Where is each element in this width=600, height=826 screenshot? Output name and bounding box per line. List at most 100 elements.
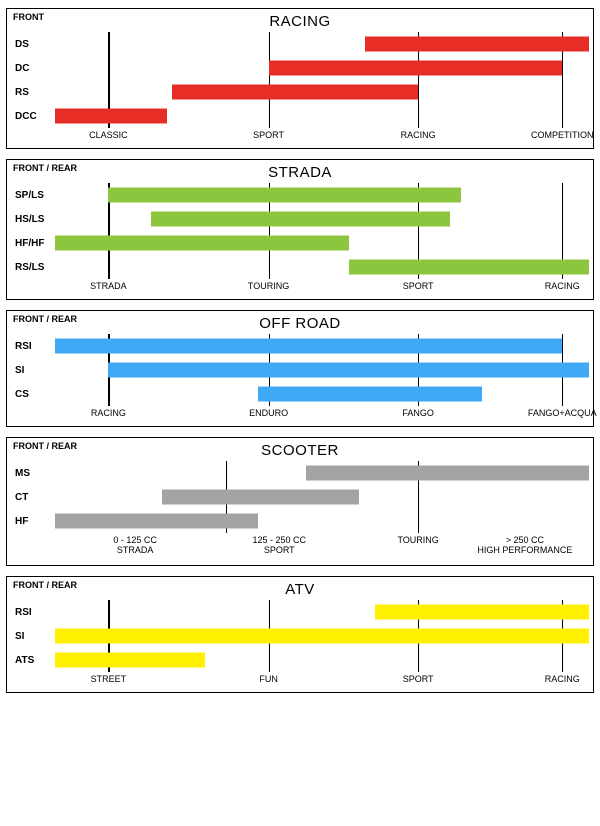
x-axis: 0 - 125 CCSTRADA125 - 250 CCSPORTTOURING… [11,535,589,561]
chart-body: MS CT HF [11,461,589,533]
row: RSI [11,334,589,358]
chart-body: DS DC RS DCC [11,32,589,128]
x-label-line1: COMPETITION [531,130,594,140]
x-axis-labels: CLASSICSPORTRACINGCOMPETITION [55,130,589,144]
corner-label: FRONT / REAR [13,441,77,451]
chart-body: RSISICS [11,334,589,406]
row-label: CT [11,492,55,503]
x-label-line1: TOURING [248,281,289,291]
row: DC [11,56,589,80]
row: HF/HF [11,231,589,255]
x-label-line1: RACING [401,130,436,140]
bar [55,514,258,529]
chart-body: SP/LS HS/LSHF/HF RS/LS [11,183,589,279]
row: SI [11,624,589,648]
x-label: RACING [545,674,580,684]
bar [151,212,450,227]
x-label: RACING [91,408,126,418]
x-label: 125 - 250 CCSPORT [253,535,307,555]
track [55,255,589,279]
bar [306,466,589,481]
x-axis-labels: STREET FUN SPORT RACING [55,674,589,688]
x-label: STREET [91,674,127,684]
x-label-line1: STRADA [90,281,127,291]
panel-title: RACING [11,13,589,30]
track [55,207,589,231]
row: DS [11,32,589,56]
bar [258,387,482,402]
row: HF [11,509,589,533]
chart-body: RSISI ATS [11,600,589,672]
track [55,485,589,509]
row-label: ATS [11,655,55,666]
x-axis-labels: STRADATOURINGSPORTRACING [55,281,589,295]
track [55,334,589,358]
x-axis: CLASSICSPORTRACINGCOMPETITION [11,130,589,144]
bar [108,363,589,378]
track [55,600,589,624]
bar [162,490,360,505]
x-label: TOURING [248,281,289,291]
bar [55,629,589,644]
track [55,648,589,672]
x-label: > 250 CCHIGH PERFORMANCE [477,535,572,555]
bar [55,653,205,668]
row-label: HF [11,516,55,527]
x-label: FANGO [402,408,434,418]
row-label: DC [11,63,55,74]
x-label: TOURING [397,535,438,545]
panel-racing: FRONTRACINGDSDCRSDCCCLASSICSPORTRACINGCO… [6,8,594,149]
corner-label: FRONT / REAR [13,314,77,324]
x-label: RACING [545,281,580,291]
bar [55,109,167,124]
row-label: RS/LS [11,262,55,273]
x-label: CLASSIC [89,130,128,140]
track [55,183,589,207]
x-label: SPORT [403,674,434,684]
corner-label: FRONT / REAR [13,163,77,173]
x-label-line1: RACING [91,408,126,418]
row: RS/LS [11,255,589,279]
x-label-line1: STREET [91,674,127,684]
x-label: STRADA [90,281,127,291]
x-label-line2: SPORT [253,545,307,555]
row: MS [11,461,589,485]
x-label-line1: FUN [259,674,278,684]
track [55,624,589,648]
bar [108,188,460,203]
bar [365,37,589,52]
row: DCC [11,104,589,128]
x-axis-labels: 0 - 125 CCSTRADA125 - 250 CCSPORTTOURING… [55,535,589,561]
x-label: COMPETITION [531,130,594,140]
row: SP/LS [11,183,589,207]
row: RSI [11,600,589,624]
panel-title: OFF ROAD [11,315,589,332]
panel-scooter: FRONT / REARSCOOTERMSCTHF0 - 125 CCSTRAD… [6,437,594,566]
bar [375,605,589,620]
x-label-line1: > 250 CC [506,535,544,545]
bar [269,61,563,76]
chart-root: FRONTRACINGDSDCRSDCCCLASSICSPORTRACINGCO… [6,8,594,693]
x-label-line1: 125 - 250 CC [253,535,307,545]
row: ATS [11,648,589,672]
track [55,231,589,255]
row-label: SI [11,365,55,376]
row: SI [11,358,589,382]
track [55,509,589,533]
x-label-line1: ENDURO [249,408,288,418]
bar [349,260,589,275]
x-label: RACING [401,130,436,140]
x-label: SPORT [253,130,284,140]
row: HS/LS [11,207,589,231]
row-label: DS [11,39,55,50]
row-label: SP/LS [11,190,55,201]
panel-title: STRADA [11,164,589,181]
x-label-line1: RACING [545,281,580,291]
x-label-line1: CLASSIC [89,130,128,140]
row-label: RS [11,87,55,98]
track [55,382,589,406]
x-label-line1: FANGO+ACQUA [528,408,597,418]
x-axis: STRADATOURINGSPORTRACING [11,281,589,295]
x-label-line2: STRADA [113,545,157,555]
panel-title: ATV [11,581,589,598]
